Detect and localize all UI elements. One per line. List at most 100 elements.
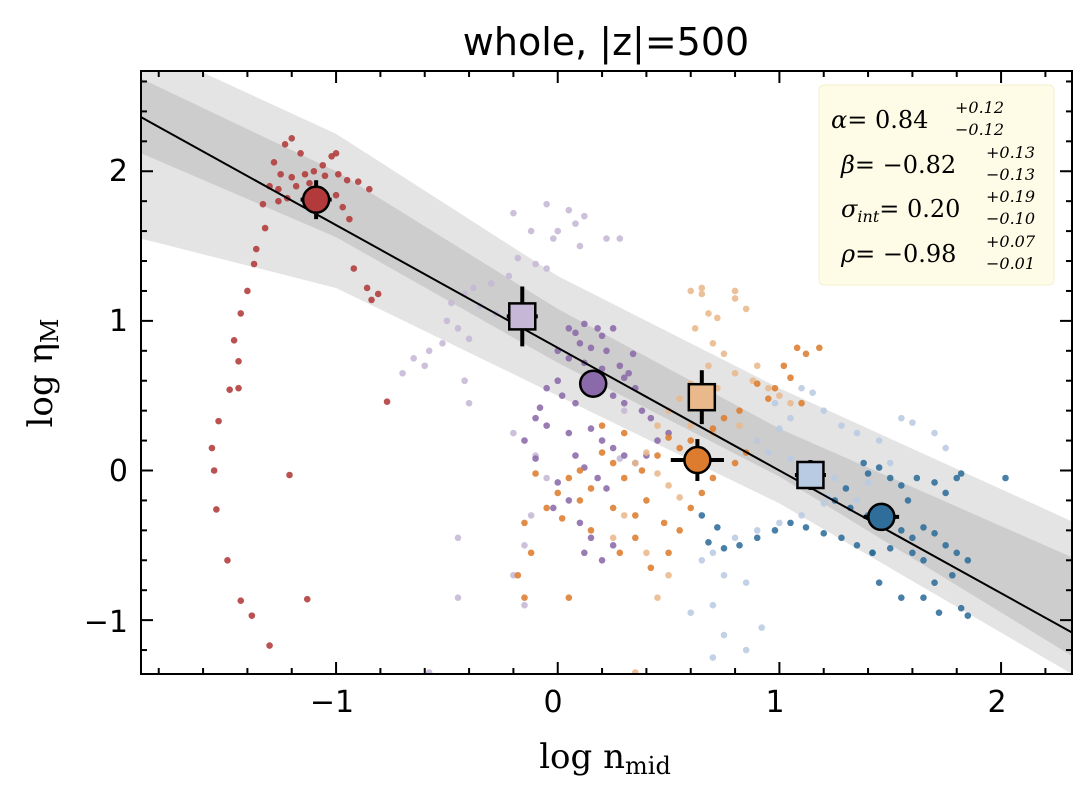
data-point	[565, 206, 573, 214]
data-point	[281, 141, 289, 148]
plot-area	[141, 71, 1072, 674]
data-point	[581, 549, 588, 557]
data-point	[931, 530, 938, 537]
data-point	[886, 545, 894, 552]
data-point	[527, 549, 535, 557]
data-point	[949, 571, 956, 579]
data-point	[798, 512, 805, 519]
data-point	[709, 425, 717, 432]
plot-frame	[140, 70, 1073, 675]
data-point	[609, 444, 617, 452]
data-point	[543, 504, 550, 512]
data-point	[510, 209, 517, 217]
data-point	[261, 224, 269, 232]
data-point	[554, 227, 562, 235]
data-point	[594, 325, 601, 332]
data-point	[898, 482, 905, 489]
data-point	[443, 317, 451, 325]
data-point	[609, 542, 617, 549]
data-point	[565, 474, 573, 482]
data-point	[439, 340, 446, 347]
data-point	[687, 422, 695, 429]
data-point	[898, 414, 905, 422]
data-point	[565, 497, 573, 504]
data-point	[964, 556, 972, 564]
data-point	[709, 340, 717, 347]
data-point	[363, 284, 371, 292]
data-point	[277, 170, 284, 178]
data-point	[771, 384, 779, 392]
data-point	[720, 350, 728, 358]
data-point	[587, 344, 595, 352]
summary-circle-marker	[578, 369, 608, 398]
data-point	[875, 579, 883, 587]
data-point	[736, 422, 743, 429]
data-point	[742, 579, 750, 587]
data-point	[565, 354, 573, 362]
y-tick-label: 2	[109, 154, 128, 189]
data-point	[576, 497, 584, 504]
data-point	[787, 374, 794, 382]
data-point	[620, 407, 628, 414]
chart-title: whole, |z|=500	[463, 20, 749, 65]
data-point	[275, 197, 282, 205]
data-point	[665, 482, 672, 489]
data-point	[521, 542, 528, 549]
data-point	[787, 519, 794, 527]
data-point	[286, 471, 293, 479]
data-point	[527, 227, 535, 235]
fit-param-sigma-lower: −0.10	[986, 209, 1035, 228]
data-point	[820, 407, 828, 414]
data-point	[816, 344, 823, 352]
data-point	[765, 384, 772, 392]
data-point	[598, 422, 606, 429]
fit-parameters-box: α= 0.84 +0.12 −0.12 β= −0.82 +0.13 −0.13…	[818, 84, 1055, 286]
data-point	[776, 425, 783, 432]
data-point	[753, 527, 761, 534]
data-point	[802, 524, 810, 531]
data-point	[465, 399, 473, 407]
fit-line	[141, 116, 1072, 634]
data-point	[598, 556, 606, 564]
data-point	[259, 200, 267, 208]
data-point	[886, 459, 894, 467]
data-point	[270, 158, 278, 166]
data-point	[550, 235, 557, 242]
data-point	[935, 609, 943, 616]
data-point	[454, 325, 462, 332]
data-point	[532, 470, 539, 477]
data-point	[543, 422, 550, 429]
data-point	[339, 203, 347, 211]
data-point	[1002, 474, 1009, 482]
data-point	[266, 642, 273, 649]
data-point	[771, 527, 779, 534]
data-point	[465, 335, 473, 343]
data-point	[864, 470, 872, 477]
data-point	[665, 571, 672, 579]
data-point	[842, 485, 850, 492]
data-point	[731, 295, 739, 302]
data-point	[931, 429, 938, 437]
data-point	[609, 325, 617, 332]
fit-param-sigma: σint= 0.20	[841, 195, 960, 226]
x-tick-label: 2	[987, 685, 1006, 720]
data-point	[310, 167, 318, 175]
data-point	[898, 527, 905, 534]
data-point	[654, 594, 661, 601]
data-point	[709, 654, 717, 661]
data-point	[654, 452, 661, 459]
data-point	[629, 350, 637, 358]
summary-circle-marker	[867, 502, 896, 532]
data-point	[532, 414, 539, 422]
data-point	[736, 407, 743, 414]
data-point	[838, 534, 845, 542]
data-point	[638, 407, 646, 414]
data-point	[758, 624, 765, 631]
data-point	[321, 172, 329, 180]
data-point	[576, 242, 584, 250]
data-point	[572, 452, 579, 459]
data-point	[301, 170, 309, 178]
fit-param-rho-lower: −0.01	[986, 254, 1035, 273]
data-point	[638, 467, 646, 474]
data-point	[425, 347, 433, 355]
